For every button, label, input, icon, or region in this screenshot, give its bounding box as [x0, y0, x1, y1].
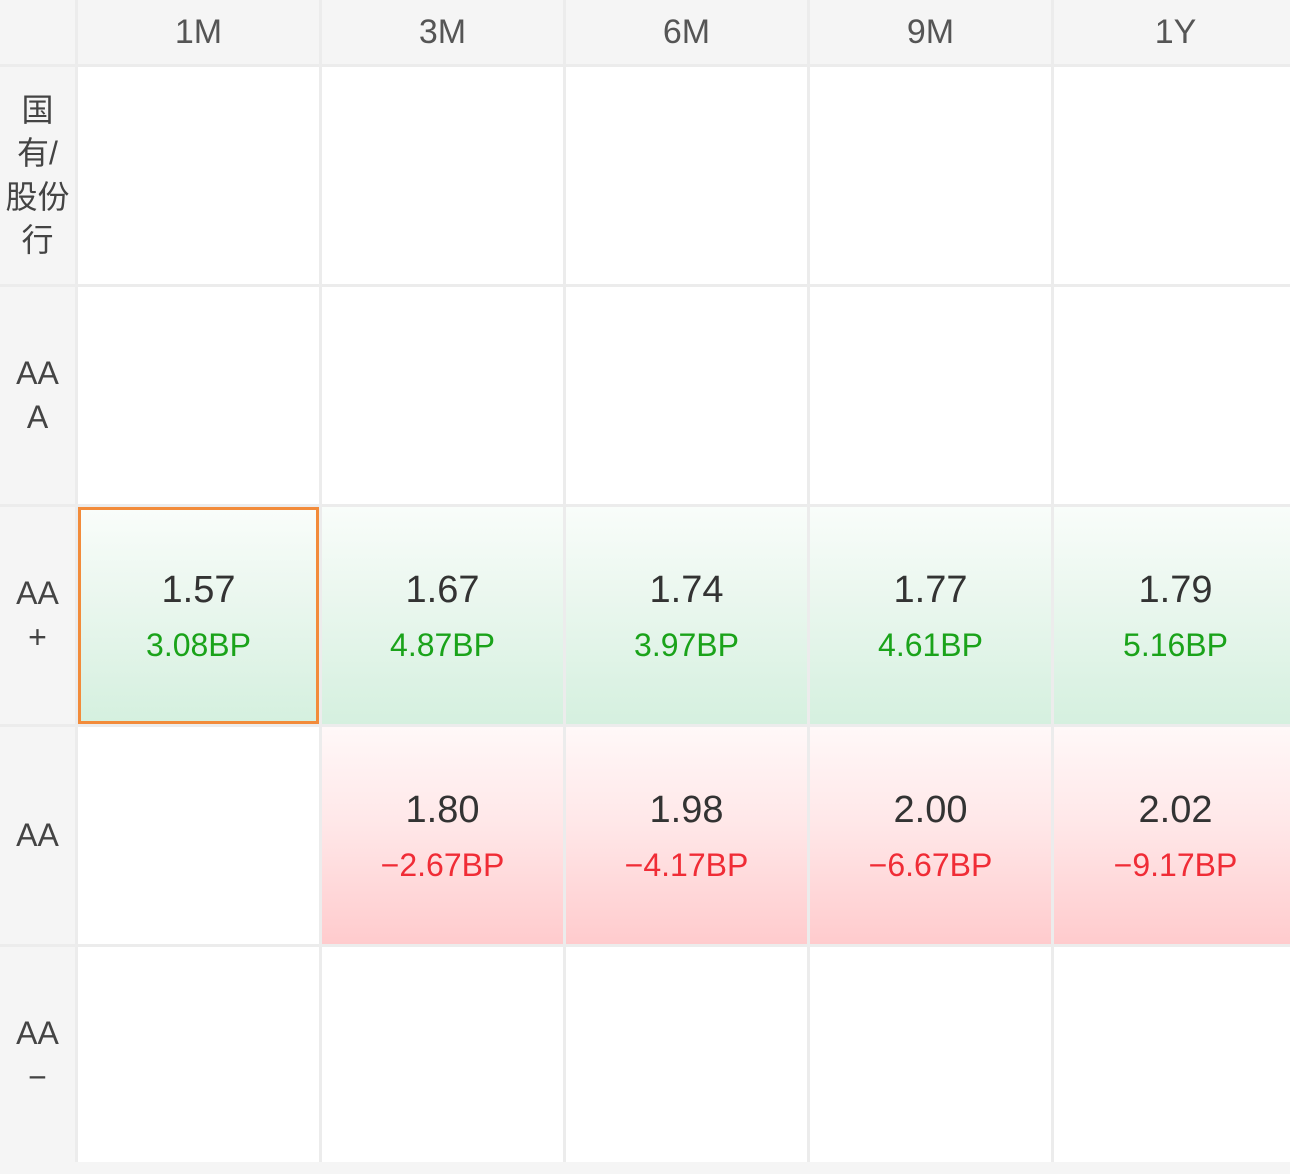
bottom-strip [0, 1162, 1290, 1174]
rate-cell-1y[interactable] [1054, 947, 1290, 1164]
rate-value: 1.77 [893, 568, 968, 611]
rate-cell-1m[interactable] [78, 67, 319, 284]
rate-cell-3m[interactable] [322, 947, 563, 1164]
row-label: AA A [0, 287, 75, 504]
rate-value: 1.80 [405, 788, 480, 831]
column-header-6m[interactable]: 6M [566, 0, 807, 64]
column-header-9m[interactable]: 9M [810, 0, 1051, 64]
rate-cell-3m[interactable]: 1.67 4.87BP [322, 507, 563, 724]
column-header-3m[interactable]: 3M [322, 0, 563, 64]
rate-cell-1y[interactable] [1054, 287, 1290, 504]
rate-cell-9m[interactable] [810, 947, 1051, 1164]
rate-value: 1.57 [161, 568, 236, 611]
row-label: AA [0, 727, 75, 944]
rate-cell-6m[interactable]: 1.98 −4.17BP [566, 727, 807, 944]
rate-change: −2.67BP [380, 846, 505, 883]
rate-value: 2.00 [893, 788, 968, 831]
rate-value: 1.74 [649, 568, 724, 611]
row-label-line: 行 [21, 221, 54, 258]
rate-cell-6m[interactable]: 1.74 3.97BP [566, 507, 807, 724]
rate-change: 4.61BP [878, 626, 983, 663]
rate-change: 5.16BP [1123, 626, 1228, 663]
rate-change: −6.67BP [868, 846, 993, 883]
row-label-line: AA [16, 355, 59, 392]
row-label: 国有/股份行 [0, 67, 75, 284]
corner-cell [0, 0, 75, 64]
column-header-1y[interactable]: 1Y [1054, 0, 1290, 64]
row-label-line: 国 [21, 92, 54, 129]
rate-cell-1m[interactable]: 1.57 3.08BP [78, 507, 319, 724]
row-label-line: 股份 [5, 178, 70, 215]
rate-cell-9m[interactable] [810, 287, 1051, 504]
rate-cell-9m[interactable]: 1.77 4.61BP [810, 507, 1051, 724]
row-label-line: A [26, 398, 49, 435]
row-label-line: AA [16, 575, 59, 612]
row-label: AA + [0, 507, 75, 724]
rate-cell-1m[interactable] [78, 727, 319, 944]
row-label-line: AA [16, 1015, 59, 1052]
row-label-line: − [28, 1058, 47, 1095]
rate-change: 3.97BP [634, 626, 739, 663]
row-label: AA − [0, 947, 75, 1164]
rate-change: −4.17BP [624, 846, 749, 883]
rate-cell-3m[interactable]: 1.80 −2.67BP [322, 727, 563, 944]
row-label-line: AA [16, 816, 59, 853]
rate-change: 4.87BP [390, 626, 495, 663]
column-header-1m[interactable]: 1M [78, 0, 319, 64]
rate-cell-6m[interactable] [566, 287, 807, 504]
row-label-line: 有/ [17, 135, 58, 172]
row-label-line: + [28, 618, 47, 655]
rate-cell-9m[interactable]: 2.00 −6.67BP [810, 727, 1051, 944]
rate-cell-6m[interactable] [566, 947, 807, 1164]
rate-cell-3m[interactable] [322, 287, 563, 504]
rate-value: 2.02 [1138, 788, 1213, 831]
rate-cell-1y[interactable]: 1.79 5.16BP [1054, 507, 1290, 724]
rate-cell-1m[interactable] [78, 947, 319, 1164]
rate-cell-1y[interactable] [1054, 67, 1290, 284]
rate-cell-9m[interactable] [810, 67, 1051, 284]
rate-cell-1y[interactable]: 2.02 −9.17BP [1054, 727, 1290, 944]
rate-value: 1.67 [405, 568, 480, 611]
rate-cell-6m[interactable] [566, 67, 807, 284]
rate-change: 3.08BP [146, 626, 251, 663]
rate-cell-1m[interactable] [78, 287, 319, 504]
rate-value: 1.79 [1138, 568, 1213, 611]
rate-cell-3m[interactable] [322, 67, 563, 284]
rate-value: 1.98 [649, 788, 724, 831]
rate-change: −9.17BP [1113, 846, 1238, 883]
